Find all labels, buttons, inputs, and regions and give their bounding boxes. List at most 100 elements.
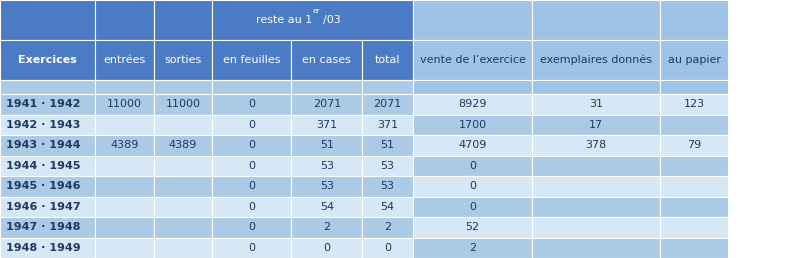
Bar bbox=[413, 40, 532, 80]
Bar bbox=[362, 40, 413, 80]
Text: 2071: 2071 bbox=[374, 99, 401, 109]
Text: /03: /03 bbox=[323, 15, 341, 25]
Bar bbox=[154, 0, 212, 40]
Bar bbox=[532, 238, 660, 258]
Text: 1700: 1700 bbox=[459, 120, 486, 130]
Bar bbox=[154, 135, 212, 156]
Text: 371: 371 bbox=[377, 120, 398, 130]
Text: 8929: 8929 bbox=[458, 99, 487, 109]
Bar bbox=[362, 176, 413, 197]
Bar bbox=[291, 115, 362, 135]
Bar bbox=[95, 0, 154, 40]
Bar bbox=[212, 217, 291, 238]
Bar bbox=[362, 115, 413, 135]
Bar bbox=[413, 176, 532, 197]
Bar bbox=[154, 217, 212, 238]
Text: en feuilles: en feuilles bbox=[222, 55, 281, 65]
Bar bbox=[0, 0, 95, 40]
Text: 0: 0 bbox=[248, 140, 255, 150]
Text: 0: 0 bbox=[248, 99, 255, 109]
Bar bbox=[362, 135, 413, 156]
Bar bbox=[413, 94, 532, 115]
Text: 378: 378 bbox=[586, 140, 607, 150]
Bar bbox=[154, 40, 212, 80]
Bar bbox=[0, 217, 95, 238]
Bar bbox=[95, 80, 154, 94]
Text: 2: 2 bbox=[324, 222, 330, 232]
Text: 51: 51 bbox=[320, 140, 334, 150]
Bar bbox=[362, 156, 413, 176]
Text: au papier: au papier bbox=[667, 55, 721, 65]
Text: 53: 53 bbox=[320, 181, 334, 191]
Text: sorties: sorties bbox=[164, 55, 201, 65]
Text: 1944 · 1945: 1944 · 1945 bbox=[6, 161, 81, 171]
Text: vente de l’exercice: vente de l’exercice bbox=[420, 55, 525, 65]
Text: 17: 17 bbox=[589, 120, 604, 130]
Bar bbox=[660, 40, 728, 80]
Bar bbox=[0, 135, 95, 156]
Bar bbox=[291, 176, 362, 197]
Bar bbox=[212, 156, 291, 176]
Text: 52: 52 bbox=[465, 222, 480, 232]
Bar bbox=[95, 238, 154, 258]
Text: 11000: 11000 bbox=[165, 99, 201, 109]
Text: 0: 0 bbox=[469, 181, 476, 191]
Text: 1946 · 1947: 1946 · 1947 bbox=[6, 202, 81, 212]
Bar bbox=[212, 135, 291, 156]
Bar bbox=[660, 197, 728, 217]
Bar bbox=[95, 94, 154, 115]
Text: en cases: en cases bbox=[303, 55, 351, 65]
Bar bbox=[291, 197, 362, 217]
Bar bbox=[660, 0, 728, 40]
Bar bbox=[532, 176, 660, 197]
Text: 11000: 11000 bbox=[107, 99, 142, 109]
Bar bbox=[95, 135, 154, 156]
Bar bbox=[532, 156, 660, 176]
Bar bbox=[413, 238, 532, 258]
Text: 0: 0 bbox=[248, 161, 255, 171]
Bar bbox=[660, 217, 728, 238]
Text: 4389: 4389 bbox=[110, 140, 139, 150]
Bar bbox=[362, 238, 413, 258]
Text: 0: 0 bbox=[248, 120, 255, 130]
Bar bbox=[0, 80, 95, 94]
Bar bbox=[95, 115, 154, 135]
Bar bbox=[660, 80, 728, 94]
Bar bbox=[95, 176, 154, 197]
Bar bbox=[212, 0, 413, 40]
Bar bbox=[154, 238, 212, 258]
Bar bbox=[212, 176, 291, 197]
Text: 0: 0 bbox=[248, 243, 255, 253]
Bar bbox=[413, 0, 532, 40]
Bar bbox=[532, 80, 660, 94]
Text: 31: 31 bbox=[589, 99, 604, 109]
Text: 2071: 2071 bbox=[313, 99, 341, 109]
Bar bbox=[154, 176, 212, 197]
Bar bbox=[95, 156, 154, 176]
Bar bbox=[212, 115, 291, 135]
Text: 53: 53 bbox=[380, 161, 395, 171]
Bar bbox=[532, 217, 660, 238]
Bar bbox=[660, 94, 728, 115]
Bar bbox=[291, 238, 362, 258]
Bar bbox=[532, 135, 660, 156]
Bar bbox=[660, 238, 728, 258]
Bar bbox=[660, 115, 728, 135]
Text: exemplaires donnés: exemplaires donnés bbox=[540, 55, 652, 65]
Bar bbox=[0, 197, 95, 217]
Text: reste au 1: reste au 1 bbox=[256, 15, 312, 25]
Bar bbox=[291, 80, 362, 94]
Text: 1943 · 1944: 1943 · 1944 bbox=[6, 140, 81, 150]
Text: 1945 · 1946: 1945 · 1946 bbox=[6, 181, 81, 191]
Bar bbox=[532, 115, 660, 135]
Bar bbox=[0, 115, 95, 135]
Bar bbox=[212, 94, 291, 115]
Bar bbox=[291, 94, 362, 115]
Bar bbox=[212, 197, 291, 217]
Text: 53: 53 bbox=[380, 181, 395, 191]
Text: Exercices: Exercices bbox=[19, 55, 77, 65]
Bar bbox=[154, 115, 212, 135]
Bar bbox=[0, 156, 95, 176]
Text: total: total bbox=[375, 55, 400, 65]
Bar bbox=[95, 40, 154, 80]
